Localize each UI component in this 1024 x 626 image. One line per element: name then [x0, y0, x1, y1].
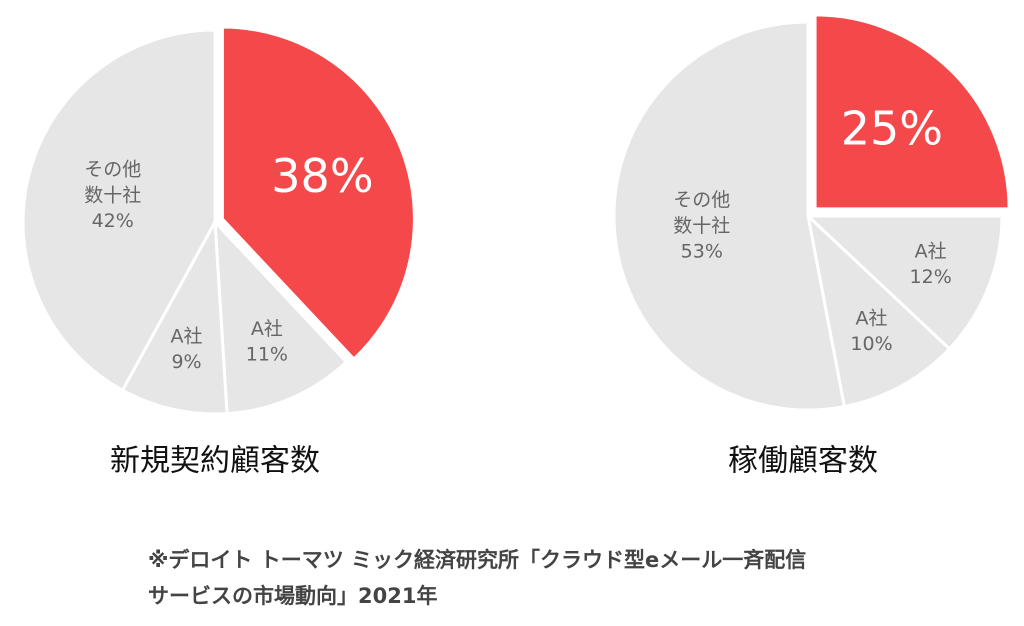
label-line: A社	[915, 240, 947, 262]
label-line: 数十社	[84, 184, 141, 206]
pie-slice	[805, 211, 952, 409]
pie-slice	[612, 20, 847, 412]
pie-slice	[21, 28, 217, 393]
label-line: 数十社	[673, 215, 730, 237]
slice-value-label: 38%	[271, 149, 373, 203]
pie-slice	[813, 13, 1011, 211]
slice-category-label: その他数十社	[673, 189, 730, 237]
chart-title: 稼働顧客数	[728, 444, 878, 479]
slice-value-label: 10%	[850, 333, 892, 355]
pie-slice	[213, 217, 349, 416]
label-line: A社	[251, 317, 283, 339]
slice-value-label: 42%	[92, 210, 134, 232]
slice-value-label: 11%	[246, 343, 288, 365]
slice-value-label: 53%	[681, 241, 723, 263]
chart-title: 新規契約顧客数	[110, 444, 320, 479]
slice-category-label: A社	[171, 325, 203, 347]
slice-value-label: 25%	[841, 102, 943, 156]
pie-slice	[220, 25, 416, 362]
label-line: その他	[84, 158, 141, 180]
label-line: A社	[856, 307, 888, 329]
label-line: その他	[673, 189, 730, 211]
slice-category-label: A社	[856, 307, 888, 329]
label-line: A社	[171, 325, 203, 347]
slice-value-label: 9%	[171, 351, 201, 373]
footnote: ※デロイト トーマツ ミック経済研究所「クラウド型eメール一斉配信	[148, 548, 806, 572]
footnote: サービスの市場動向」2021年	[148, 584, 437, 608]
slice-category-label: その他数十社	[84, 158, 141, 206]
slice-category-label: A社	[251, 317, 283, 339]
slice-value-label: 12%	[910, 266, 952, 288]
slice-category-label: A社	[915, 240, 947, 262]
pie-slice	[804, 214, 1004, 351]
pie-slice	[120, 216, 229, 416]
